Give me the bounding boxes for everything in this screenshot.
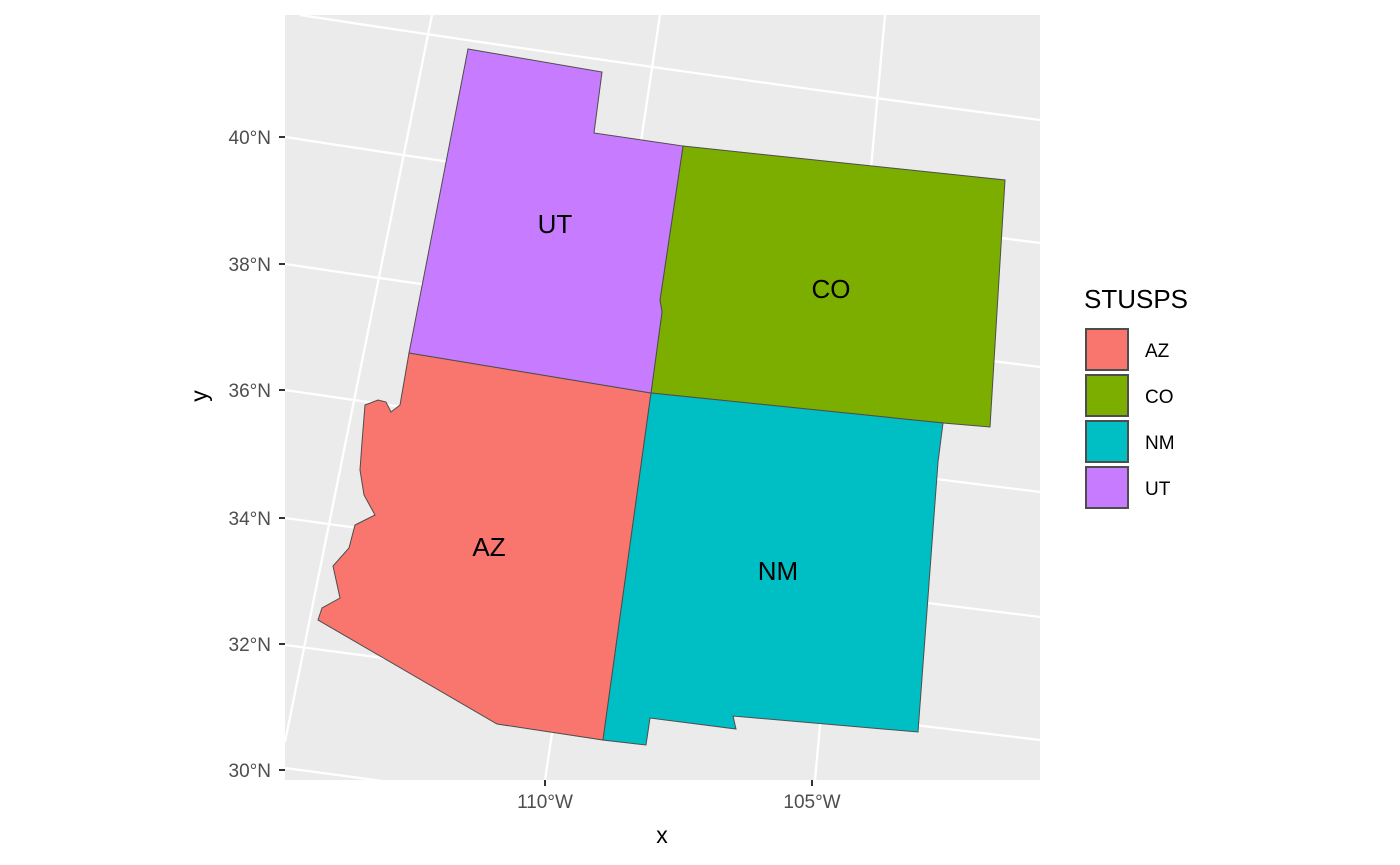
state-label-az: AZ — [472, 532, 505, 562]
y-tick-label: 40°N — [229, 128, 271, 149]
legend-key-co — [1085, 374, 1129, 417]
legend-item-ut: UT — [1085, 466, 1171, 509]
meridian-112w — [285, 15, 434, 743]
y-tick-label: 38°N — [229, 255, 271, 276]
legend-key-nm — [1085, 420, 1129, 463]
legend-label-az: AZ — [1145, 341, 1170, 362]
y-axis: 40°N 38°N 36°N 34°N 32°N 30°N — [229, 128, 285, 782]
legend-item-nm: NM — [1085, 420, 1175, 463]
legend-label-co: CO — [1145, 387, 1174, 408]
legend-item-az: AZ — [1085, 328, 1170, 371]
parallel-42n — [299, 15, 1040, 122]
x-tick-label: 110°W — [517, 792, 573, 813]
state-az[interactable] — [317, 352, 652, 741]
state-label-co: CO — [812, 274, 851, 304]
state-label-ut: UT — [538, 209, 573, 239]
legend-label-ut: UT — [1145, 479, 1171, 500]
legend-key-az — [1085, 328, 1129, 371]
x-tick-label: 105°W — [783, 792, 840, 813]
states-layer — [317, 48, 1006, 746]
y-axis-title: y — [186, 390, 212, 402]
y-tick-label: 34°N — [229, 509, 271, 530]
parallel-30n — [285, 766, 385, 780]
legend: STUSPS AZ CO NM UT — [1084, 284, 1188, 509]
legend-item-co: CO — [1085, 374, 1174, 417]
state-nm[interactable] — [602, 392, 944, 746]
state-labels: AZ CO NM UT — [472, 209, 850, 586]
state-ut[interactable] — [408, 48, 684, 394]
y-tick-label: 36°N — [229, 381, 271, 402]
y-tick-label: 30°N — [229, 761, 271, 782]
state-label-nm: NM — [758, 556, 798, 586]
x-axis-title: x — [656, 822, 668, 848]
legend-key-ut — [1085, 466, 1129, 509]
x-axis: 110°W 105°W — [517, 780, 841, 813]
legend-label-nm: NM — [1145, 433, 1175, 454]
legend-title: STUSPS — [1084, 284, 1188, 314]
y-tick-label: 32°N — [229, 635, 271, 656]
